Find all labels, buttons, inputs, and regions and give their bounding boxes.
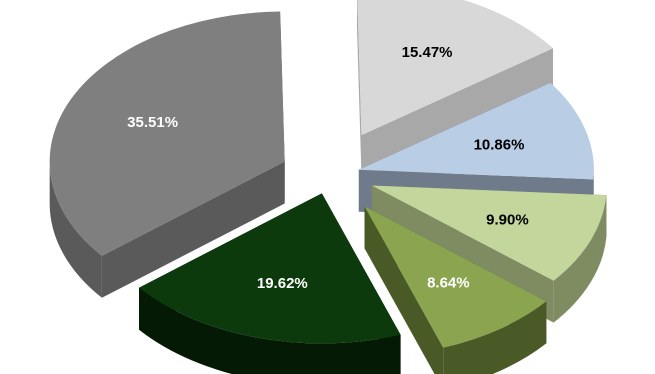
slice-data-label: 15.47% <box>402 44 453 61</box>
pie-slice <box>358 82 594 180</box>
pie-slice <box>371 185 607 281</box>
slice-data-label: 9.90% <box>486 212 529 229</box>
slice-data-label: 19.62% <box>257 275 308 292</box>
pie-slice-side <box>356 0 554 178</box>
slice-data-label: 10.86% <box>474 136 525 153</box>
slice-data-label: 8.64% <box>427 274 470 291</box>
pie-slice <box>364 206 547 348</box>
pie-slice <box>357 0 554 136</box>
slice-data-label: 35.51% <box>127 114 178 131</box>
pie-slice <box>139 193 401 344</box>
pie-slice <box>49 11 285 256</box>
